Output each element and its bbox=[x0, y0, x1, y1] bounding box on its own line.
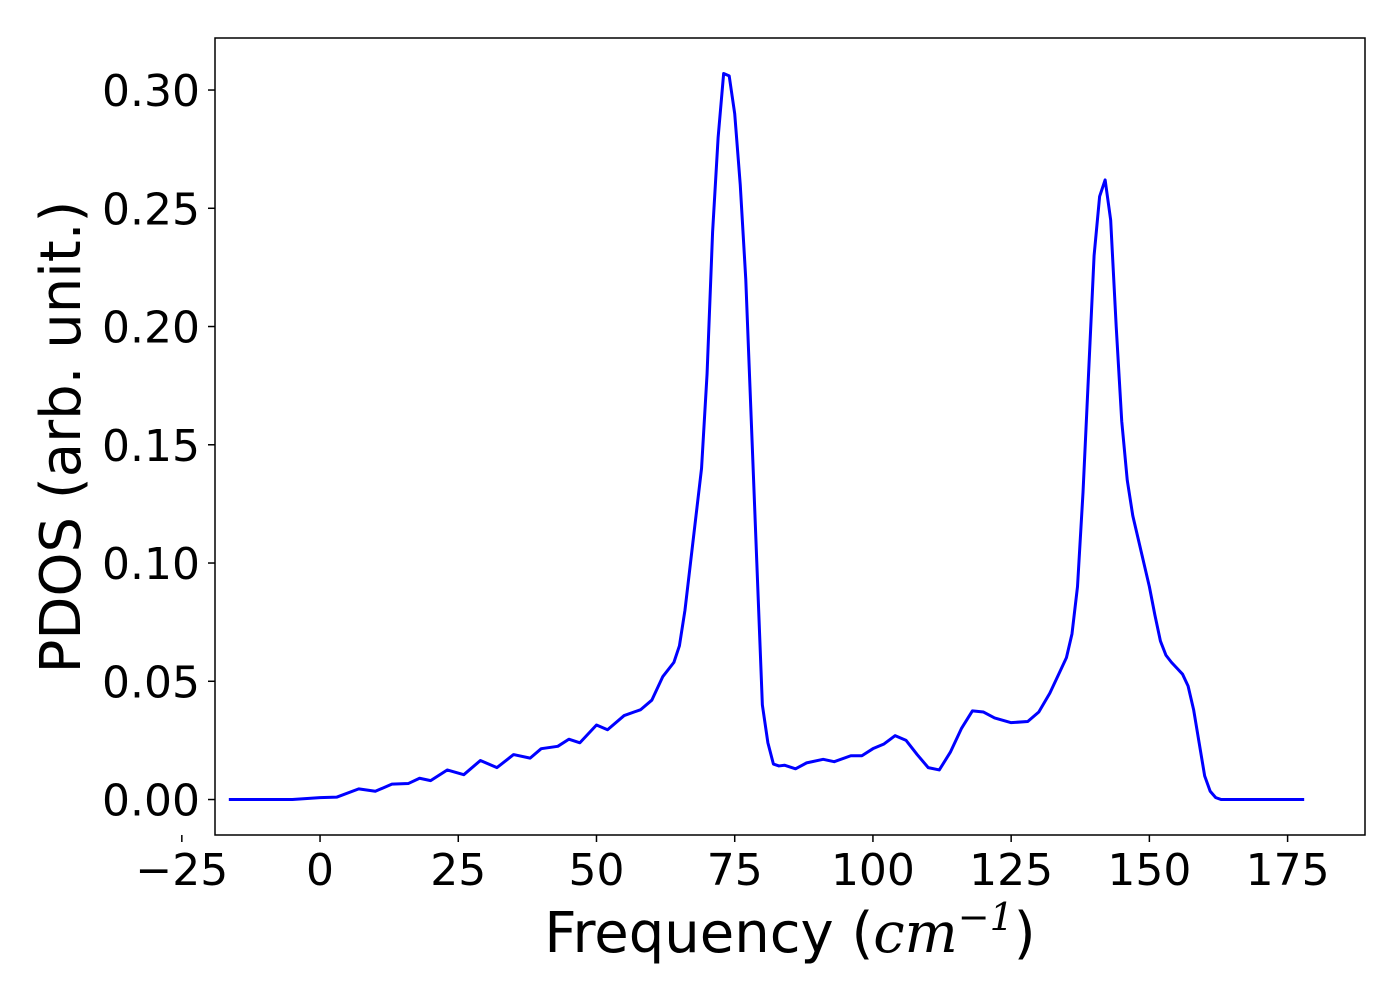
x-axis-unit-exponent: −1 bbox=[958, 895, 1014, 939]
x-tick-label: −25 bbox=[135, 845, 228, 896]
x-tick-label: 100 bbox=[831, 845, 915, 896]
x-tick-label: 0 bbox=[306, 845, 334, 896]
y-tick-label: 0.20 bbox=[102, 303, 200, 354]
x-tick-label: 125 bbox=[969, 845, 1053, 896]
y-axis-ticks: 0.00 0.05 0.10 0.15 0.20 0.25 0.30 bbox=[102, 66, 215, 827]
x-axis-unit-base: cm bbox=[873, 901, 957, 966]
y-tick-label: 0.05 bbox=[102, 657, 200, 708]
pdos-series-line bbox=[228, 71, 1305, 802]
x-axis-label: Frequency (cm−1) bbox=[544, 895, 1035, 966]
x-axis-ticks: −25 0 25 50 75 100 125 150 175 bbox=[135, 835, 1330, 896]
x-tick-label: 50 bbox=[568, 845, 624, 896]
y-tick-label: 0.30 bbox=[102, 66, 200, 117]
y-tick-label: 0.00 bbox=[102, 776, 200, 827]
x-axis-label-text: Frequency bbox=[544, 901, 833, 966]
x-tick-label: 25 bbox=[430, 845, 486, 896]
y-axis-label: PDOS (arb. unit.) bbox=[29, 201, 94, 674]
y-tick-label: 0.15 bbox=[102, 421, 200, 472]
y-tick-label: 0.10 bbox=[102, 539, 200, 590]
series-layer bbox=[228, 71, 1305, 802]
plot-frame bbox=[214, 37, 1366, 836]
x-tick-label: 150 bbox=[1107, 845, 1191, 896]
y-tick-label: 0.25 bbox=[102, 184, 200, 235]
x-tick-label: 75 bbox=[707, 845, 763, 896]
x-tick-label: 175 bbox=[1246, 845, 1330, 896]
